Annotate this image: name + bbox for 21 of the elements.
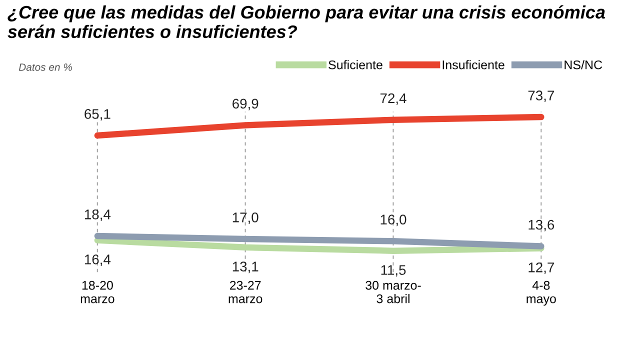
legend-label: NS/NC bbox=[564, 60, 602, 70]
data-label: 17,0 bbox=[232, 212, 258, 224]
data-label: 69,9 bbox=[232, 98, 258, 110]
data-label: 13,6 bbox=[528, 220, 554, 232]
data-label: 11,5 bbox=[381, 265, 406, 277]
x-tick-label: 23-27 marzo bbox=[228, 280, 262, 304]
data-label: 65,1 bbox=[84, 109, 110, 121]
chart-title: ¿Cree que las medidas del Gobierno para evitar una crisis económica serán suficientes o insuficientes? bbox=[8, 5, 605, 38]
data-label: 16,4 bbox=[84, 254, 111, 266]
data-label: 16,0 bbox=[380, 214, 406, 226]
legend-label: Suficiente bbox=[328, 60, 382, 70]
data-label: 13,1 bbox=[232, 262, 258, 274]
x-tick-label: 18-20 marzo bbox=[80, 280, 114, 304]
data-label: 18,4 bbox=[84, 210, 111, 221]
data-label: 73,7 bbox=[528, 90, 554, 102]
text: Datos en % bbox=[18, 64, 72, 71]
data-label: 12,7 bbox=[528, 262, 554, 274]
data-label: 72,4 bbox=[380, 93, 406, 105]
x-tick-label: 30 marzo- 3 abril bbox=[366, 280, 421, 304]
x-tick-label: 4-8 mayo bbox=[526, 280, 556, 306]
legend-label: Insuficiente bbox=[442, 60, 504, 70]
